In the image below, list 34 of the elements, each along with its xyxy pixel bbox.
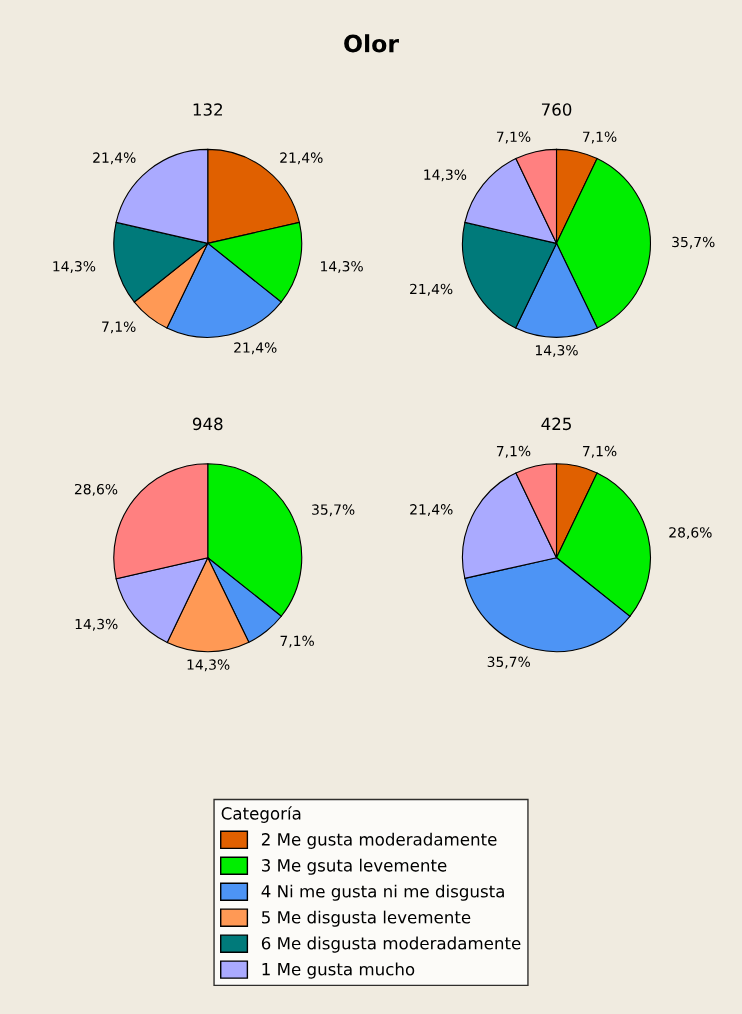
data-label: 14,3% bbox=[75, 618, 118, 631]
legend-label: 4 Ni me gusta ni me disgusta bbox=[261, 884, 504, 901]
legend-label: 2 Me gusta moderadamente bbox=[261, 832, 497, 849]
data-label: 7,1% bbox=[583, 445, 617, 458]
data-label: 14,3% bbox=[53, 260, 96, 273]
data-label: 21,4% bbox=[234, 342, 277, 355]
data-label: 7,1% bbox=[102, 321, 136, 334]
legend-title: Categoría bbox=[221, 806, 301, 823]
data-label: 7,1% bbox=[583, 131, 617, 144]
chart-title: 132 bbox=[193, 103, 222, 116]
data-label: 21,4% bbox=[410, 283, 453, 296]
data-label: 14,3% bbox=[321, 260, 363, 273]
data-label: 28,6% bbox=[74, 483, 118, 496]
legend-label: 1 Me gusta mucho bbox=[262, 962, 415, 979]
data-label: 21,4% bbox=[410, 504, 453, 517]
data-label: 28,6% bbox=[669, 527, 712, 540]
data-label: 35,7% bbox=[312, 504, 355, 517]
text: Olor bbox=[344, 34, 399, 53]
data-label: 14,3% bbox=[424, 169, 467, 182]
data-label: 35,7% bbox=[672, 236, 715, 249]
data-label: 7,1% bbox=[496, 445, 531, 458]
data-label: 7,1% bbox=[496, 131, 531, 144]
chart-title: 760 bbox=[541, 103, 572, 116]
legend-label: 3 Me gsuta levemente bbox=[261, 858, 447, 875]
legend-label: 5 Me disgusta levemente bbox=[262, 910, 471, 927]
chart-title: 948 bbox=[192, 417, 223, 431]
data-label: 21,4% bbox=[93, 152, 136, 165]
chart-title: 425 bbox=[541, 417, 571, 431]
data-label: 35,7% bbox=[487, 656, 530, 669]
data-label: 7,1% bbox=[280, 635, 314, 648]
data-label: 21,4% bbox=[280, 152, 323, 165]
legend-label: 6 Me disgusta moderadamente bbox=[261, 936, 521, 953]
data-label: 14,3% bbox=[535, 344, 578, 357]
data-label: 14,3% bbox=[187, 659, 230, 672]
